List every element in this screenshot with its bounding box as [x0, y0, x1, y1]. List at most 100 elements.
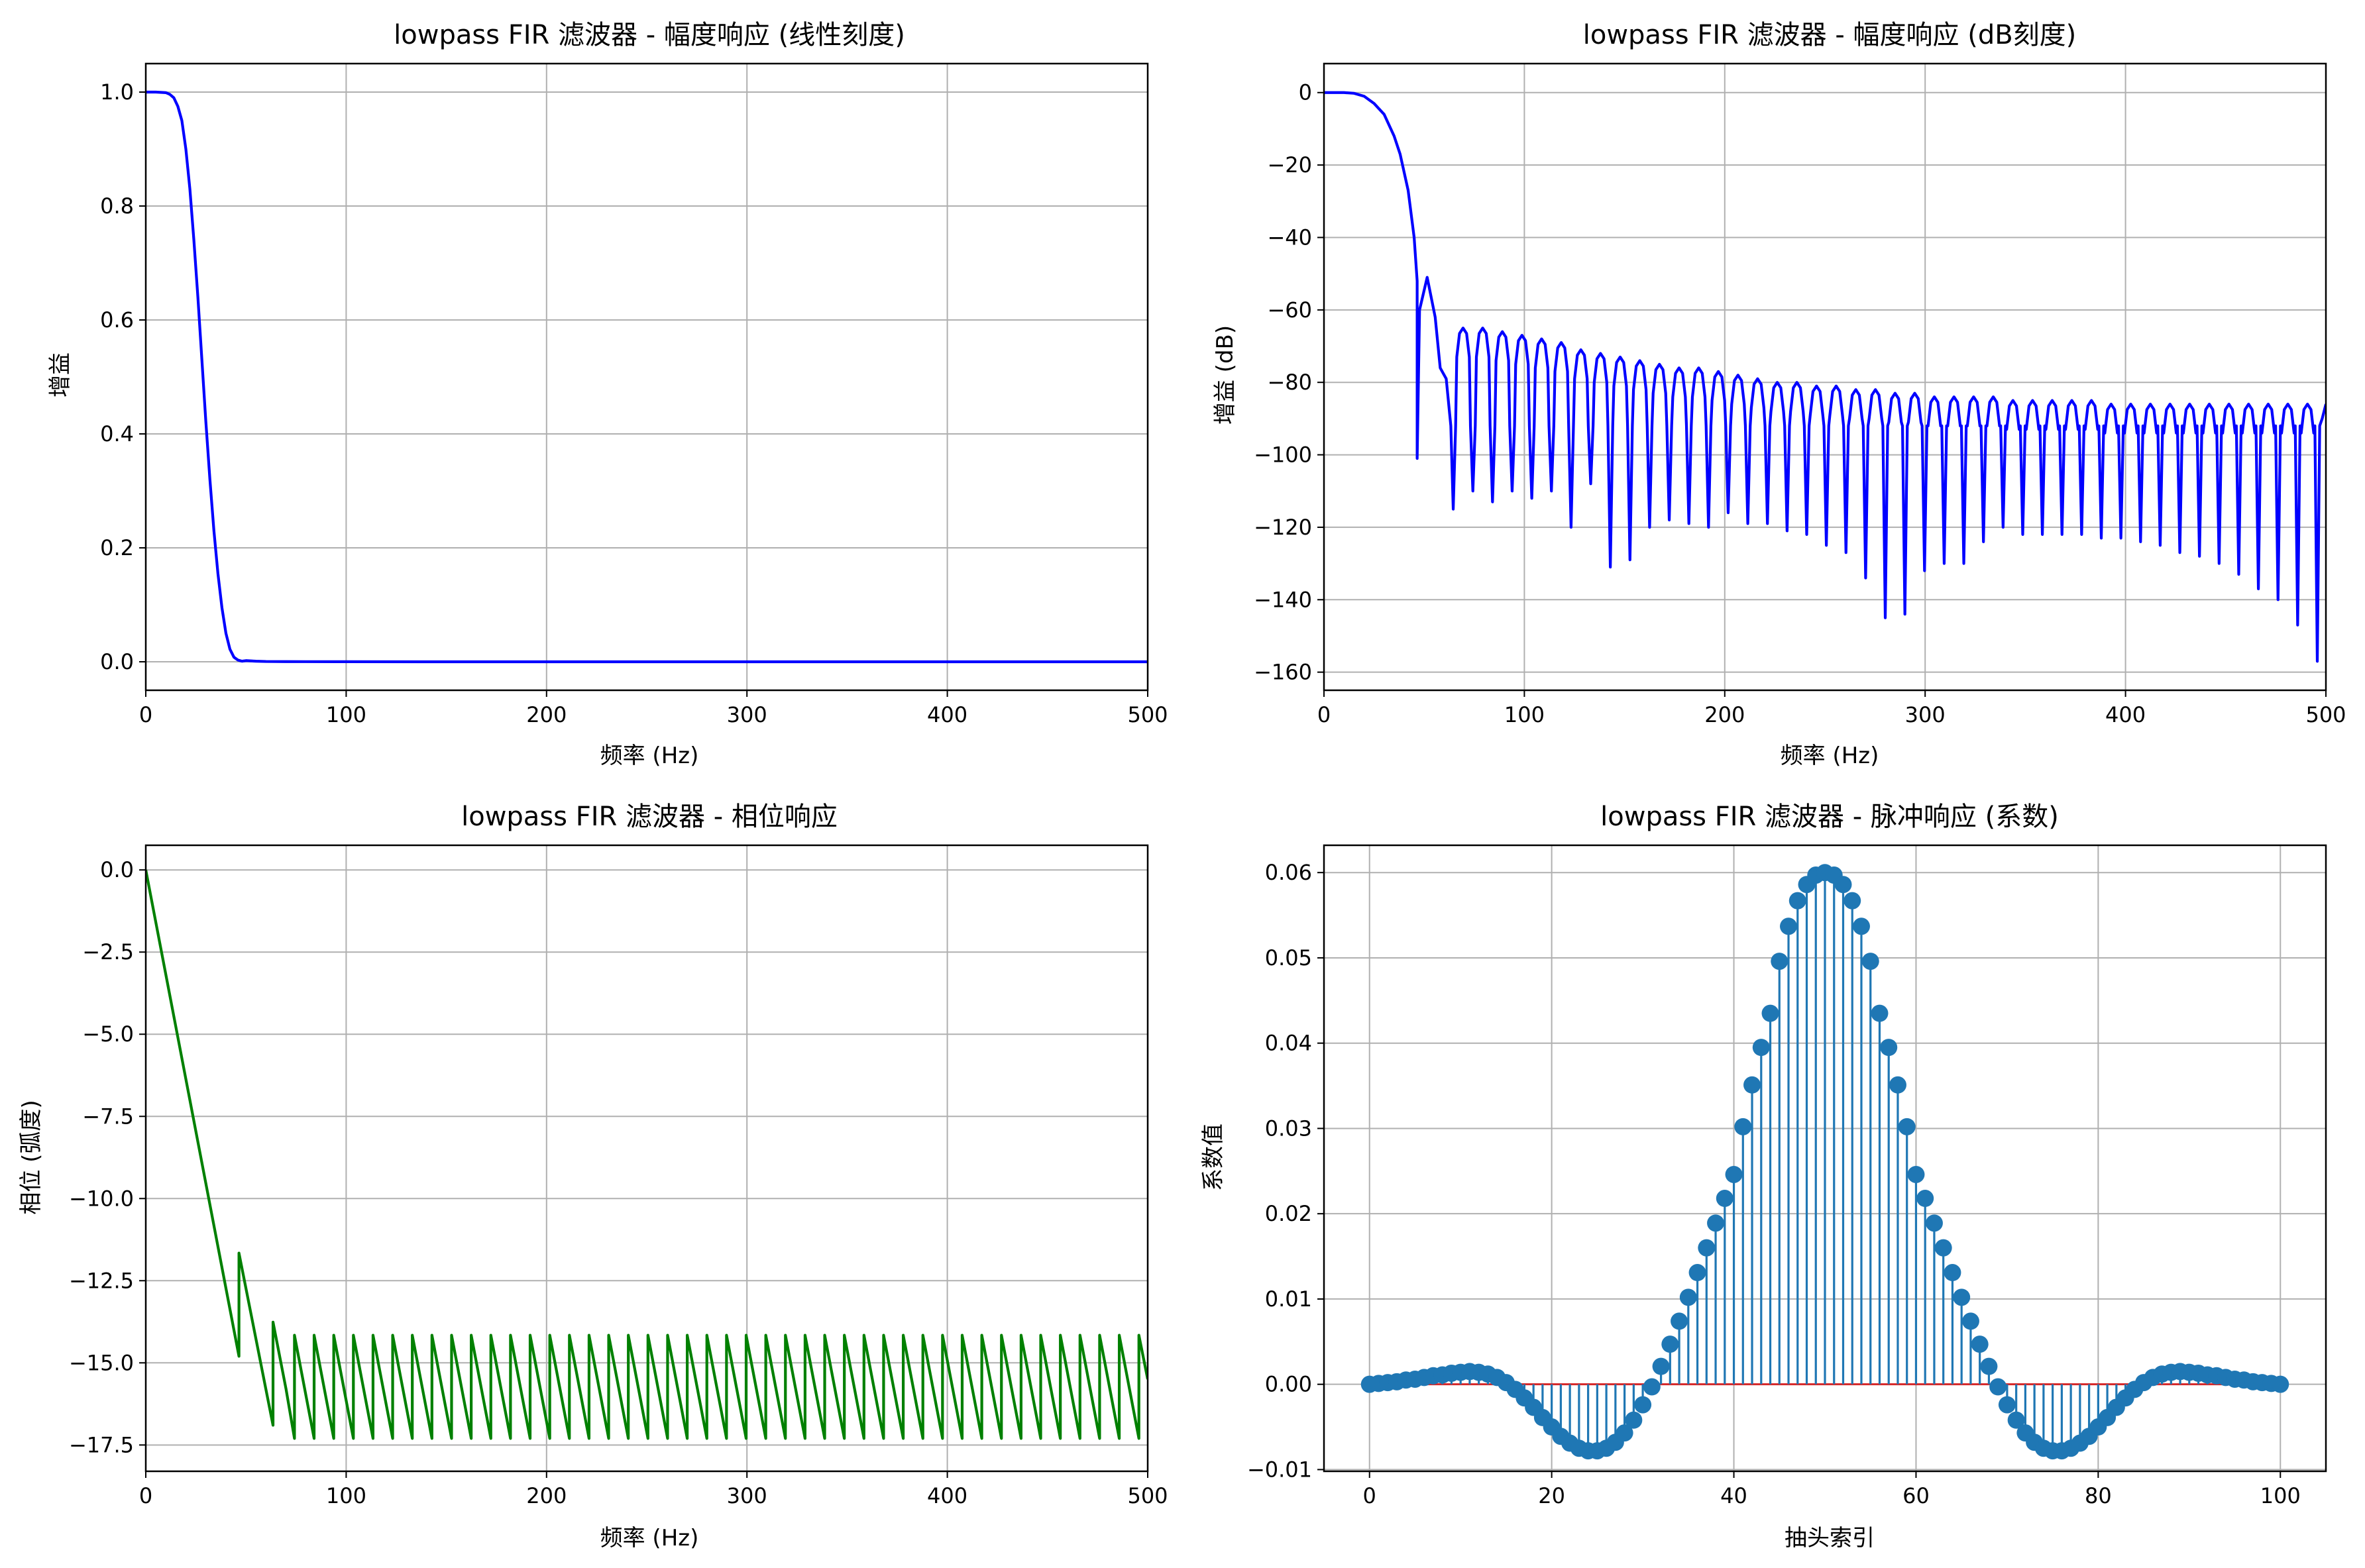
x-tick-label: 200	[1704, 702, 1745, 727]
y-tick-label: −20	[1267, 152, 1312, 178]
chart-panel-impulse: lowpass FIR 滤波器 - 脉冲响应 (系数) 抽头索引 系数值 0 20…	[1200, 802, 2327, 1551]
stem-marker	[1880, 1039, 1898, 1057]
stem-marker	[1871, 1004, 1889, 1022]
stem-marker	[1634, 1396, 1652, 1414]
x-tick-label: 300	[727, 702, 767, 727]
axes-frame	[1323, 62, 2327, 692]
x-tick-label: 200	[526, 702, 567, 727]
plot-area: 0 100 200 300 400 500 0 −20 −40 −60 −80 −100 −120 −14…	[1254, 62, 2346, 727]
stem-marker	[1934, 1239, 1952, 1257]
y-tick-label: −5.0	[82, 1021, 134, 1047]
stem-marker	[1998, 1396, 2016, 1414]
y-tick-label: −2.5	[82, 939, 134, 965]
x-tick-label: 100	[326, 702, 366, 727]
x-tick-label: 100	[326, 1483, 366, 1508]
y-axis-label: 相位 (弧度)	[18, 1100, 44, 1214]
x-tick-label: 500	[1127, 702, 1168, 727]
y-tick-label: 0.4	[100, 421, 134, 446]
axes-frame	[1323, 844, 2327, 1473]
y-tick-label: 0.2	[100, 535, 134, 560]
series-line	[146, 869, 1148, 1440]
y-tick-label: 0.00	[1265, 1372, 1312, 1397]
y-tick-label: 0.6	[100, 307, 134, 333]
chart-panel-linear: lowpass FIR 滤波器 - 幅度响应 (线性刻度) 频率 (Hz) 增益…	[47, 20, 1168, 769]
y-tick-label: −0.01	[1247, 1457, 1312, 1482]
series-line	[1324, 91, 2326, 663]
stem-marker	[1961, 1312, 1979, 1330]
x-tick-label: 200	[526, 1483, 567, 1508]
y-tick-label: −160	[1254, 660, 1312, 685]
x-tick-label: 400	[2105, 702, 2146, 727]
stem-marker	[1743, 1076, 1761, 1094]
stem-marker	[1698, 1239, 1716, 1257]
plot-area: 0 100 200 300 400 500 0.0 −2.5 −5.0 −7.5 −10.0 −12.…	[69, 844, 1168, 1508]
plot-area: 0 100 200 300 400 500 0.0 0.2 0.4 0.6 0.8 1.0	[100, 62, 1168, 727]
stem-marker	[1834, 876, 1852, 894]
y-tick-label: −7.5	[82, 1104, 134, 1129]
y-axis-label: 增益	[47, 352, 74, 397]
chart-title: lowpass FIR 滤波器 - 幅度响应 (dB刻度)	[1583, 20, 2077, 50]
y-tick-label: 0.0	[100, 649, 134, 674]
stem-marker	[1661, 1335, 1679, 1353]
y-tick-label: −60	[1267, 297, 1312, 323]
stem-marker	[1953, 1288, 1971, 1306]
x-axis-label: 频率 (Hz)	[1781, 743, 1879, 769]
x-tick-label: 0	[139, 702, 152, 727]
y-tick-label: 0.06	[1265, 860, 1312, 885]
x-tick-label: 80	[2085, 1483, 2112, 1508]
series-line	[146, 90, 1148, 664]
stem-marker	[1671, 1312, 1688, 1330]
plot-area: 0 20 40 60 80 100 −0.01 0.00 0.01 0.02 0.03 0.04 0.0…	[1247, 844, 2327, 1508]
x-tick-label: 300	[727, 1483, 767, 1508]
stem-marker	[1625, 1411, 1643, 1429]
stem-marker	[1616, 1424, 1633, 1442]
stem-marker	[1898, 1118, 1916, 1135]
x-tick-label: 500	[1127, 1483, 1168, 1508]
chart-title: lowpass FIR 滤波器 - 幅度响应 (线性刻度)	[394, 20, 905, 50]
stem-marker	[1907, 1165, 1925, 1183]
stem-marker	[1944, 1264, 1961, 1282]
x-axis-label: 频率 (Hz)	[600, 743, 699, 769]
x-tick-label: 0	[139, 1483, 152, 1508]
chart-title: lowpass FIR 滤波器 - 相位响应	[461, 802, 838, 832]
x-tick-label: 40	[1720, 1483, 1747, 1508]
x-tick-label: 0	[1363, 1483, 1376, 1508]
y-tick-label: −17.5	[69, 1432, 134, 1457]
y-tick-label: −120	[1254, 515, 1312, 540]
stem-marker	[1716, 1190, 1733, 1208]
y-tick-label: 0.0	[100, 857, 134, 882]
stem-marker	[1925, 1214, 1943, 1232]
x-tick-label: 300	[1905, 702, 1946, 727]
x-tick-label: 20	[1538, 1483, 1565, 1508]
y-tick-label: −80	[1267, 370, 1312, 395]
chart-title: lowpass FIR 滤波器 - 脉冲响应 (系数)	[1600, 802, 2059, 832]
stem-marker	[1852, 917, 1870, 935]
stem-marker	[1771, 953, 1788, 970]
stem-marker	[1916, 1190, 1934, 1208]
stem-marker	[1761, 1004, 1779, 1022]
stem-marker	[1679, 1288, 1697, 1306]
x-tick-label: 60	[1902, 1483, 1930, 1508]
stem-marker	[1652, 1357, 1670, 1375]
axes-frame	[144, 62, 1149, 692]
y-tick-label: 0.01	[1265, 1286, 1312, 1312]
y-tick-label: −140	[1254, 587, 1312, 612]
stem-marker	[1707, 1214, 1725, 1232]
y-tick-label: −10.0	[69, 1186, 134, 1211]
y-tick-label: 0.03	[1265, 1116, 1312, 1141]
x-tick-label: 0	[1317, 702, 1331, 727]
chart-panel-db: lowpass FIR 滤波器 - 幅度响应 (dB刻度) 频率 (Hz) 增益…	[1212, 20, 2346, 769]
x-axis-label: 频率 (Hz)	[600, 1525, 699, 1551]
stem-marker	[1989, 1378, 2007, 1396]
y-tick-label: −12.5	[69, 1268, 134, 1293]
stem-marker	[1725, 1165, 1743, 1183]
y-tick-label: −100	[1254, 443, 1312, 468]
stem-marker	[1688, 1264, 1706, 1282]
stem-marker	[1780, 917, 1798, 935]
stem-marker	[1980, 1357, 1998, 1375]
y-axis-label: 系数值	[1200, 1124, 1227, 1191]
stem-marker	[1643, 1378, 1661, 1396]
stem-marker	[1788, 892, 1806, 910]
